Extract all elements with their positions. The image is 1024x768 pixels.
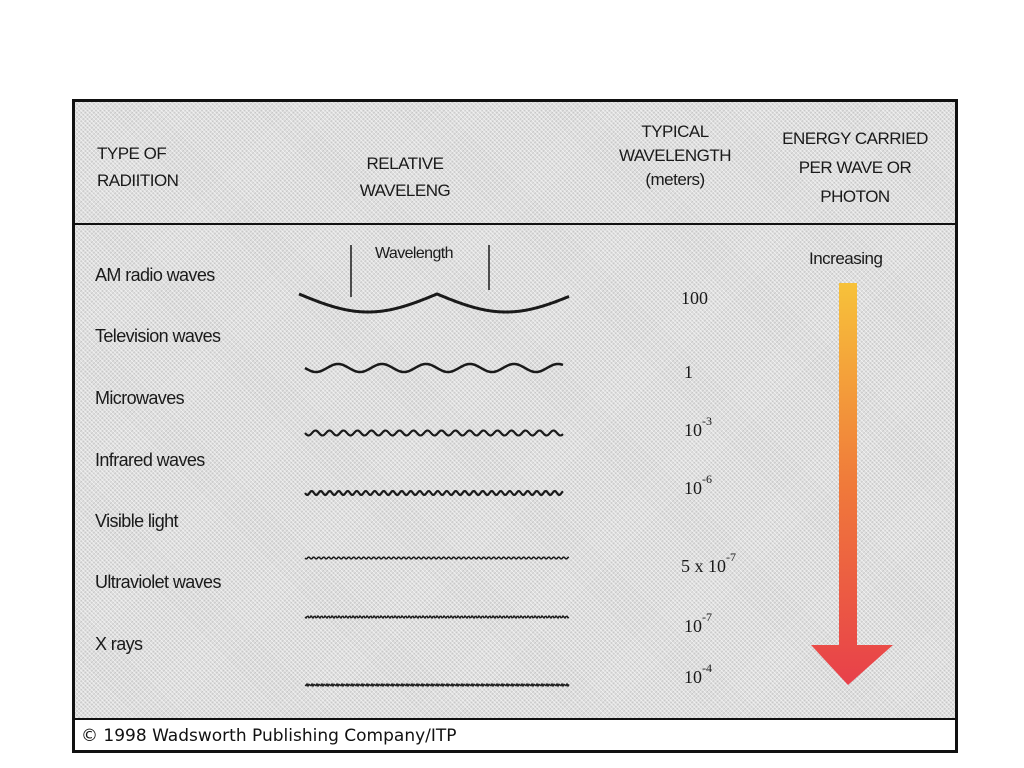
wave-infrared <box>304 489 564 497</box>
wave-drawing <box>298 245 893 688</box>
row-label-television: Television waves <box>95 326 221 346</box>
header-type-line-2: RADIITION <box>97 171 179 190</box>
row-value-microwaves: 10-3 <box>684 414 712 441</box>
energy-increasing-arrow <box>811 283 893 685</box>
row-value-television: 1 <box>684 360 693 383</box>
value-exponent: -4 <box>702 661 712 675</box>
wave-visible-light <box>304 556 570 560</box>
value-exponent: -7 <box>726 550 736 564</box>
value-base: 10 <box>684 478 702 498</box>
wave-x-rays <box>304 682 570 688</box>
row-label-infrared: Infrared waves <box>95 450 205 470</box>
header-typical-line-2: WAVELENGTH <box>618 146 732 165</box>
energy-increasing-label: Increasing <box>809 249 883 268</box>
value-base: 10 <box>684 420 702 440</box>
header-typical-line-3: (meters) <box>645 170 705 189</box>
wave-microwaves <box>304 429 564 437</box>
header-typical-wavelength: TYPICAL WAVELENGTH (meters) <box>600 120 750 192</box>
row-value-visible-light: 5 x 10-7 <box>681 550 736 577</box>
header-typical-line-1: TYPICAL <box>641 122 709 141</box>
row-value-x-rays: 10-4 <box>684 661 712 688</box>
row-value-ultraviolet: 10-7 <box>684 610 712 637</box>
row-value-am-radio: 100 <box>681 286 708 309</box>
header-type-line-1: TYPE OF <box>97 144 167 163</box>
value-base: 100 <box>681 288 708 308</box>
row-label-microwaves: Microwaves <box>95 388 185 408</box>
value-base: 10 <box>684 616 702 636</box>
wave-ultraviolet <box>304 614 570 620</box>
value-base: 5 x 10 <box>681 556 726 576</box>
diagram-frame: TYPE OF RADIITION RELATIVE WAVELENG TYPI… <box>72 99 958 753</box>
row-label-am-radio: AM radio waves <box>95 265 215 285</box>
header-relative-line-2: WAVELENG <box>359 181 451 200</box>
row-label-visible-light: Visible light <box>95 511 179 531</box>
row-value-infrared: 10-6 <box>684 472 712 499</box>
copyright-footer: © 1998 Wadsworth Publishing Company/ITP <box>75 718 955 750</box>
row-label-ultraviolet: Ultraviolet waves <box>95 572 221 592</box>
header-energy-carried: ENERGY CARRIED PER WAVE OR PHOTON <box>755 124 955 211</box>
wavelength-label: Wavelength <box>375 245 454 262</box>
row-label-x-rays: X rays <box>95 634 143 654</box>
header-energy-line-1: ENERGY CARRIED <box>782 129 928 148</box>
wave-television <box>304 362 564 374</box>
header-energy-line-2: PER WAVE OR <box>798 158 912 177</box>
header-relative-wavelength: RELATIVE WAVELENG <box>340 150 470 204</box>
wave-am-radio <box>298 292 570 314</box>
value-base: 10 <box>684 667 702 687</box>
value-base: 1 <box>684 362 693 382</box>
header-relative-line-1: RELATIVE <box>366 154 444 173</box>
header-divider <box>75 223 955 225</box>
header-type-of-radiation: TYPE OF RADIITION <box>97 140 179 194</box>
value-exponent: -3 <box>702 414 712 428</box>
value-exponent: -6 <box>702 472 712 486</box>
header-energy-line-3: PHOTON <box>820 187 890 206</box>
value-exponent: -7 <box>702 610 712 624</box>
